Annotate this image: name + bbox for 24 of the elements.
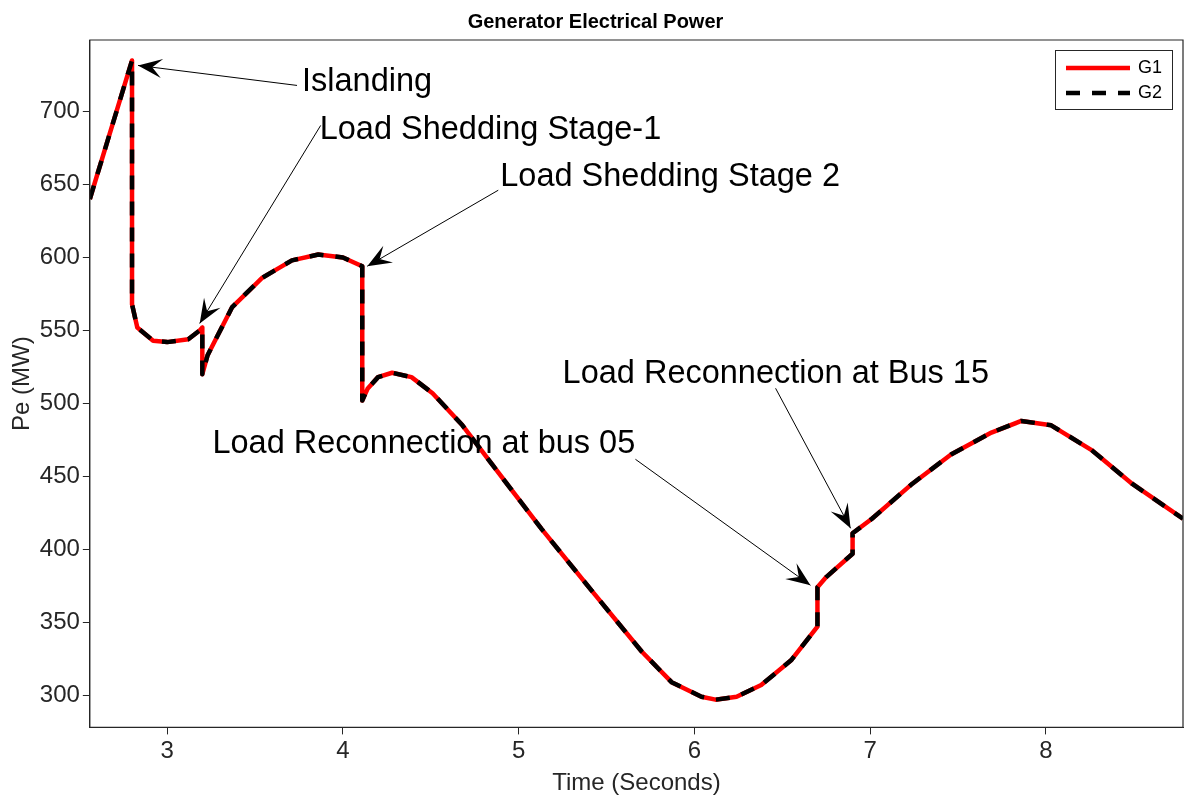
y-tick-label: 550 <box>39 315 80 343</box>
x-tick-label: 4 <box>336 736 350 764</box>
legend-label: G2 <box>1137 82 1162 103</box>
chart-title: Generator Electrical Power <box>467 9 724 32</box>
x-tick-label: 7 <box>863 736 877 764</box>
y-tick-label: 650 <box>39 169 80 197</box>
y-tick-label: 500 <box>39 388 80 416</box>
annotation: Islanding <box>302 62 433 99</box>
annotation: Load Shedding Stage-1 <box>319 110 662 147</box>
x-tick-label: 8 <box>1039 736 1053 764</box>
y-tick-label: 350 <box>39 606 80 634</box>
x-axis-title: Time (Seconds) <box>552 768 721 796</box>
x-tick-label: 6 <box>687 736 702 764</box>
y-tick-label: 600 <box>39 242 80 270</box>
x-tick-label: 3 <box>160 736 174 764</box>
x-tick-label: 5 <box>511 736 526 764</box>
y-tick-label: 300 <box>39 679 80 707</box>
annotation: Load Shedding Stage 2 <box>500 157 840 194</box>
legend-label: G1 <box>1137 57 1162 78</box>
y-axis-title: Pe (MW) <box>7 336 35 432</box>
annotation: Load Reconnection at Bus 15 <box>562 354 990 391</box>
y-tick-label: 450 <box>39 461 80 488</box>
y-tick-label: 400 <box>39 533 80 561</box>
y-tick-label: 700 <box>39 96 80 124</box>
